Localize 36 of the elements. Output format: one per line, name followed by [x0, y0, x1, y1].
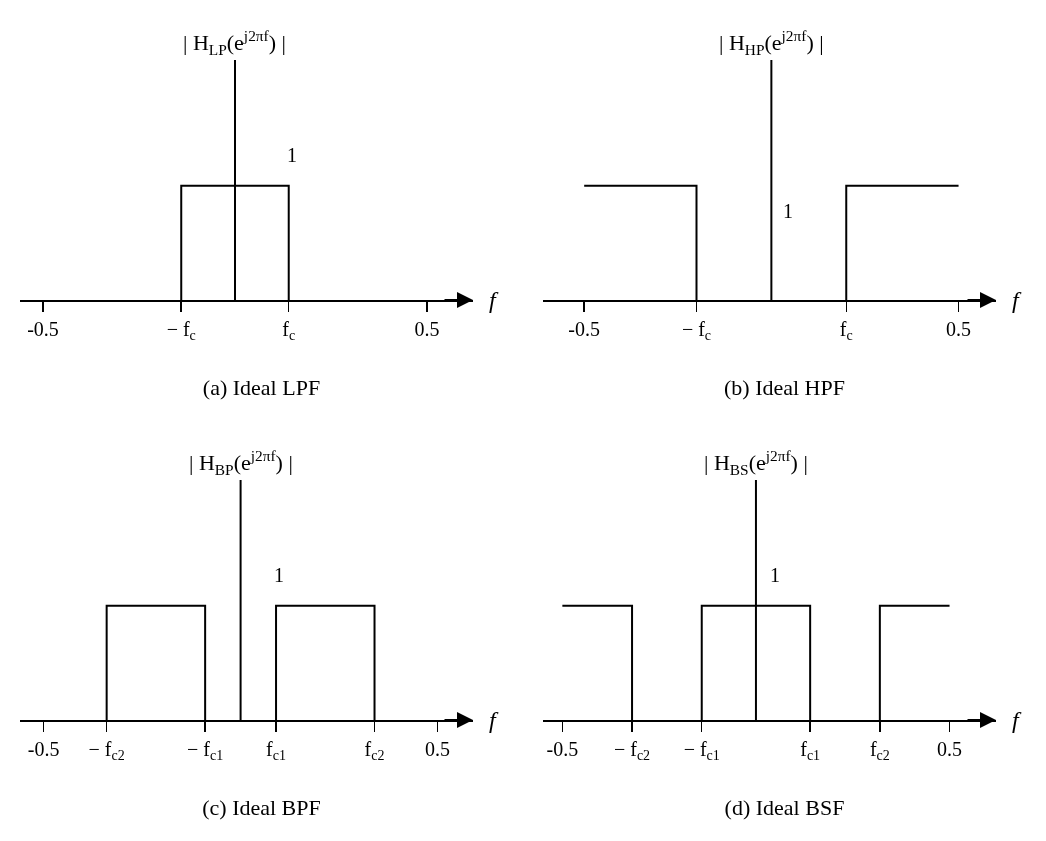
- x-axis-title: f: [489, 287, 499, 313]
- y-axis-title: | H$_{LP}$(e$^{j2πf}$) |: [183, 27, 286, 58]
- text: (c) Ideal BPF: [202, 794, 321, 820]
- text: (d) Ideal BSF: [724, 794, 845, 820]
- x-tick-label: -0.5: [27, 318, 59, 340]
- annotation: 1: [274, 564, 284, 586]
- x-tick-label: f$_{c2}$: [364, 738, 385, 764]
- x-tick-label: f$_{c1}$: [800, 738, 821, 764]
- x-tick-label: f$_{c}$: [282, 318, 296, 344]
- x-tick-label: -0.5: [27, 738, 60, 760]
- x-tick-label: f$_{c}$: [839, 318, 853, 344]
- x-tick-label: − f$_{c1}$: [683, 738, 720, 764]
- x-tick-label: − f$_{c1}$: [187, 738, 224, 764]
- text: (b) Ideal HPF: [724, 374, 845, 400]
- annotation: 1: [770, 564, 780, 586]
- x-tick-label: 0.5: [414, 318, 440, 340]
- y-axis-title: | H$_{BS}$(e$^{j2πf}$) |: [704, 447, 808, 478]
- y-axis-title: | H$_{BP}$(e$^{j2πf}$) |: [189, 447, 293, 478]
- x-tick-label: 0.5: [946, 318, 972, 340]
- text: (a) Ideal LPF: [202, 374, 321, 400]
- x-axis-title: f: [1012, 287, 1022, 313]
- x-tick-label: -0.5: [546, 738, 579, 760]
- x-tick-label: − f$_{c}$: [681, 318, 712, 344]
- y-axis-title: | H$_{HP}$(e$^{j2πf}$) |: [719, 27, 824, 58]
- annotation: 1: [783, 200, 793, 222]
- x-tick-label: 0.5: [937, 738, 963, 760]
- x-tick-label: f$_{c1}$: [266, 738, 286, 764]
- x-axis-title: f: [1012, 707, 1022, 733]
- x-tick-label: 0.5: [425, 738, 451, 760]
- x-tick-label: − f$_{c2}$: [613, 738, 651, 764]
- x-tick-label: f$_{c2}$: [869, 738, 890, 764]
- annotation: 1: [287, 144, 297, 166]
- x-axis-title: f: [489, 707, 499, 733]
- x-tick-label: − f$_{c2}$: [88, 738, 125, 764]
- x-tick-label: − f$_{c}$: [166, 318, 196, 344]
- x-tick-label: -0.5: [568, 318, 601, 340]
